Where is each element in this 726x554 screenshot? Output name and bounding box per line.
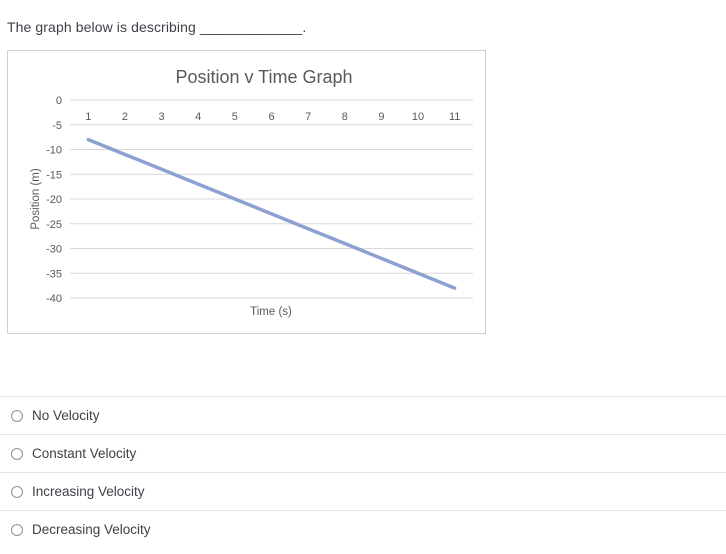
y-axis-title: Position (m) bbox=[30, 168, 42, 230]
svg-text:11: 11 bbox=[449, 111, 460, 123]
svg-text:-25: -25 bbox=[46, 219, 62, 231]
x-axis-title: Time (s) bbox=[250, 306, 292, 318]
answer-options: No Velocity Constant Velocity Increasing… bbox=[0, 396, 726, 548]
svg-text:8: 8 bbox=[342, 111, 348, 123]
chart-panel: Position v Time Graph 0 -5 -10 -15 -20 -25 -30… bbox=[7, 50, 486, 334]
svg-text:9: 9 bbox=[378, 111, 384, 123]
option-row-decreasing-velocity[interactable]: Decreasing Velocity bbox=[0, 510, 726, 548]
chart-title: Position v Time Graph bbox=[175, 67, 352, 87]
radio-constant-velocity[interactable] bbox=[11, 447, 23, 460]
option-row-no-velocity[interactable]: No Velocity bbox=[0, 396, 726, 434]
gridlines bbox=[70, 99, 473, 299]
svg-text:-15: -15 bbox=[46, 169, 62, 181]
svg-text:5: 5 bbox=[232, 111, 238, 123]
option-label: No Velocity bbox=[32, 408, 100, 423]
chart-svg: Position v Time Graph 0 -5 -10 -15 -20 -25 -30… bbox=[30, 67, 473, 318]
svg-text:1: 1 bbox=[85, 111, 91, 123]
svg-text:7: 7 bbox=[305, 111, 311, 123]
question-text: The graph below is describing __________… bbox=[7, 19, 307, 35]
svg-text:6: 6 bbox=[268, 111, 274, 123]
radio-decreasing-velocity[interactable] bbox=[11, 523, 23, 536]
svg-text:3: 3 bbox=[159, 111, 165, 123]
series-line bbox=[86, 137, 457, 290]
tick-labels: 0 -5 -10 -15 -20 -25 -30 -35 -40 1 2 3 4 5 6 7 8 9 10 11 bbox=[46, 95, 460, 305]
svg-text:-20: -20 bbox=[46, 194, 62, 206]
option-row-constant-velocity[interactable]: Constant Velocity bbox=[0, 434, 726, 472]
svg-text:2: 2 bbox=[122, 111, 128, 123]
svg-text:0: 0 bbox=[56, 95, 62, 107]
svg-text:-5: -5 bbox=[52, 120, 62, 132]
svg-text:-30: -30 bbox=[46, 244, 62, 256]
svg-text:-40: -40 bbox=[46, 293, 62, 305]
option-label: Increasing Velocity bbox=[32, 484, 145, 499]
radio-increasing-velocity[interactable] bbox=[11, 485, 23, 498]
svg-text:4: 4 bbox=[195, 111, 201, 123]
option-label: Constant Velocity bbox=[32, 446, 137, 461]
option-row-increasing-velocity[interactable]: Increasing Velocity bbox=[0, 472, 726, 510]
option-label: Decreasing Velocity bbox=[32, 522, 151, 537]
radio-no-velocity[interactable] bbox=[11, 409, 23, 422]
svg-text:-10: -10 bbox=[46, 145, 62, 157]
svg-text:10: 10 bbox=[412, 111, 424, 123]
svg-text:-35: -35 bbox=[46, 268, 62, 280]
